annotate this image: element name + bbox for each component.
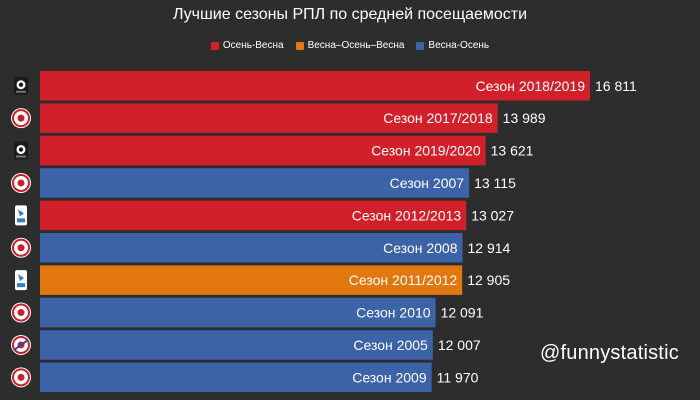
logo-shape xyxy=(12,238,30,257)
premier-liga-logo-icon xyxy=(11,172,31,193)
bar-value-label: 11 970 xyxy=(437,369,479,385)
logo-shape xyxy=(17,373,25,381)
bar-value-label: 13 027 xyxy=(471,207,514,223)
logo-shape xyxy=(16,90,26,93)
premier-liga-logo-icon xyxy=(11,302,31,323)
bar-value-label: 13 115 xyxy=(474,175,516,191)
legend-label: Весна-Осень xyxy=(428,40,490,51)
bar xyxy=(40,168,470,198)
bar xyxy=(40,103,498,133)
bar-category-label: Сезон 2008 xyxy=(383,240,458,256)
logo-shape xyxy=(18,147,24,152)
bar-category-label: Сезон 2011/2012 xyxy=(349,272,458,288)
logo-shape xyxy=(12,368,30,387)
rpl-logo-icon xyxy=(14,141,28,160)
logo-shape xyxy=(12,173,30,192)
logo-shape xyxy=(17,309,25,317)
logo-shape xyxy=(17,244,25,252)
bar-value-label: 12 914 xyxy=(468,240,511,256)
watermark: @funnystatistic xyxy=(540,342,679,364)
logo-shape xyxy=(18,274,24,282)
bar-value-label: 12 905 xyxy=(467,272,510,288)
premier-liga-2005-logo-icon xyxy=(11,334,31,355)
legend-swatch xyxy=(416,41,425,50)
bar-value-label: 16 811 xyxy=(595,78,637,94)
logo-shape xyxy=(13,339,29,351)
bar-category-label: Сезон 2009 xyxy=(352,369,427,385)
bar xyxy=(40,265,463,295)
legend-swatch xyxy=(295,41,304,50)
logo-shape xyxy=(18,209,24,217)
rfpl-logo-icon xyxy=(15,270,27,291)
legend-label: Осень-Весна xyxy=(222,40,284,51)
legend-label: Весна–Осень–Весна xyxy=(307,40,405,51)
chart-legend: Осень-Весна Весна–Осень–Весна Весна-Осень xyxy=(0,40,700,51)
logo-shape xyxy=(12,109,30,128)
bar xyxy=(40,330,433,360)
premier-liga-logo-icon xyxy=(11,108,31,129)
chart-title: Лучшие сезоны РПЛ по средней посещаемост… xyxy=(172,6,528,23)
bar-category-label: Сезон 2017/2018 xyxy=(383,110,493,126)
logo-shape xyxy=(17,114,25,122)
logo-shape xyxy=(12,335,30,354)
rfpl-logo-icon xyxy=(15,205,27,226)
bar-category-label: Сезон 2007 xyxy=(390,175,465,191)
premier-liga-logo-icon xyxy=(11,237,31,258)
legend-swatch xyxy=(210,41,219,50)
legend-item: Весна–Осень–Весна xyxy=(295,40,405,51)
rpl-logo-icon xyxy=(14,76,28,95)
bar-value-label: 12 007 xyxy=(438,337,481,353)
logo-shape xyxy=(17,283,25,288)
bar xyxy=(40,297,436,328)
bar xyxy=(40,200,467,231)
bar-category-label: Сезон 2010 xyxy=(356,305,431,321)
bar-value-label: 13 621 xyxy=(491,143,534,159)
legend-item: Осень-Весна xyxy=(210,40,284,51)
logo-shape xyxy=(17,179,25,187)
bar-category-label: Сезон 2012/2013 xyxy=(352,207,462,223)
bar-category-label: Сезон 2018/2019 xyxy=(476,78,586,94)
legend-item: Весна-Осень xyxy=(416,40,489,51)
bar xyxy=(40,135,486,166)
logo-shape xyxy=(16,155,26,158)
logo-shape xyxy=(12,303,30,322)
bar-value-label: 13 989 xyxy=(503,110,546,126)
bar xyxy=(40,233,463,263)
bar xyxy=(40,71,590,101)
premier-liga-logo-icon xyxy=(11,367,31,388)
bar-category-label: Сезон 2019/2020 xyxy=(371,143,481,159)
logo-shape xyxy=(18,82,24,87)
logo-shape xyxy=(17,218,25,223)
bar-category-label: Сезон 2005 xyxy=(353,337,428,353)
bar xyxy=(40,362,432,393)
bar-value-label: 12 091 xyxy=(441,305,484,321)
